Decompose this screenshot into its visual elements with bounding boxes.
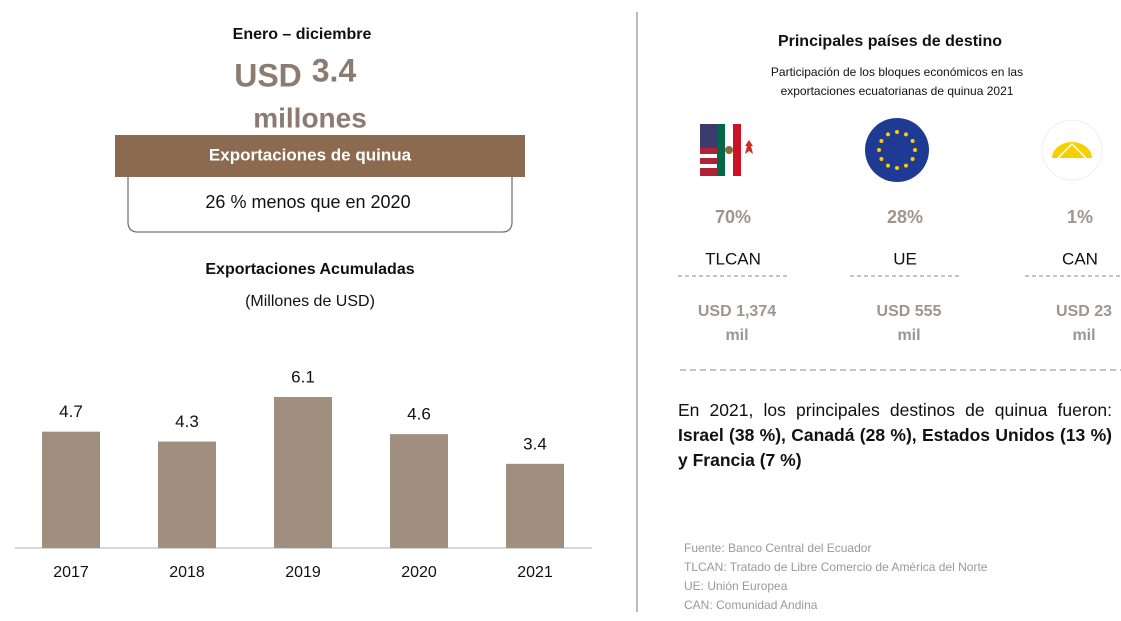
bar xyxy=(390,434,448,548)
bloc-amount: USD 23 xyxy=(1056,303,1112,320)
bar xyxy=(506,463,564,548)
note: UE: Unión Europea xyxy=(684,579,788,593)
dest-subtitle: Participación de los bloques económicos … xyxy=(771,65,1023,79)
currency: USD xyxy=(234,57,302,93)
bloc-share: 1% xyxy=(1067,207,1093,227)
amount: 3.4 xyxy=(312,52,357,88)
summary-part: Israel (38 %), Canadá (28 %), Estados Un… xyxy=(678,425,1112,470)
bloc-unit: mil xyxy=(1072,327,1095,344)
unit: millones xyxy=(253,102,367,133)
comparison-box xyxy=(127,177,513,233)
bloc-share: 70% xyxy=(715,207,751,227)
x-tick-label: 2020 xyxy=(401,564,437,581)
bloc-unit: mil xyxy=(897,327,920,344)
x-tick-label: 2019 xyxy=(285,564,321,581)
banner-bg xyxy=(115,135,525,177)
bloc-amount: USD 1,374 xyxy=(698,303,776,320)
dest-subtitle: exportaciones ecuatorianas de quinua 202… xyxy=(781,84,1014,98)
value-label: 4.6 xyxy=(407,405,431,424)
chart-subtitle: (Millones de USD) xyxy=(245,293,375,310)
bloc-name: UE xyxy=(893,249,917,268)
value-label: 3.4 xyxy=(523,434,547,453)
comparison: 26 % menos que en 2020 xyxy=(205,192,410,212)
value-label: 6.1 xyxy=(291,367,315,386)
bloc-amount: USD 555 xyxy=(877,303,942,320)
note: Fuente: Banco Central del Ecuador xyxy=(684,541,871,555)
bar xyxy=(274,397,332,548)
value-label: 4.3 xyxy=(175,412,199,431)
x-tick-label: 2017 xyxy=(53,564,89,581)
bloc-unit: mil xyxy=(725,327,748,344)
note: TLCAN: Tratado de Libre Comercio de Amér… xyxy=(684,560,988,574)
x-tick-label: 2018 xyxy=(169,564,205,581)
x-tick-label: 2021 xyxy=(517,564,553,581)
note: CAN: Comunidad Andina xyxy=(684,598,818,612)
ue-icon xyxy=(865,118,929,182)
chart-title: Exportaciones Acumuladas xyxy=(205,261,414,278)
banner: Exportaciones de quinua xyxy=(209,145,412,164)
bloc-name: CAN xyxy=(1062,249,1098,268)
bloc-name: TLCAN xyxy=(705,249,761,268)
can-icon xyxy=(1041,119,1103,181)
period: Enero – diciembre xyxy=(233,26,372,43)
bar xyxy=(158,441,216,548)
dest-title: Principales países de destino xyxy=(778,33,1002,50)
summary: En 2021, los principales destinos de qui… xyxy=(678,398,1112,473)
summary-part: En 2021, los principales destinos de qui… xyxy=(678,400,1112,420)
tlcan-icon xyxy=(700,124,753,176)
value-label: 4.7 xyxy=(59,402,83,421)
bloc-share: 28% xyxy=(887,207,923,227)
bar xyxy=(42,431,100,548)
